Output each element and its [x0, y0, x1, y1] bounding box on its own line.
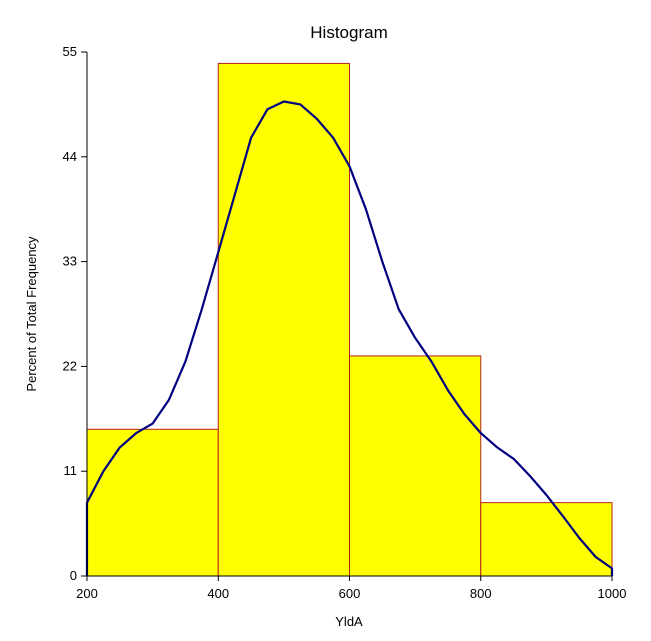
y-tick-label-11: 11	[64, 463, 78, 478]
chart-title: Histogram	[310, 23, 387, 42]
bars-layer	[86, 62, 613, 577]
x-axis-title: YldA	[335, 614, 363, 629]
curve-layer	[85, 100, 614, 576]
x-tick-label-600: 600	[339, 586, 361, 601]
x-tick-label-200: 200	[76, 586, 98, 601]
histogram-bar-3	[349, 355, 482, 577]
x-tick-label-400: 400	[207, 586, 229, 601]
histogram-bar-4	[480, 502, 613, 577]
y-tick-label-22: 22	[63, 358, 77, 373]
y-axis-title: Percent of Total Frequency	[24, 236, 39, 392]
histogram-bar-2	[217, 62, 350, 577]
y-tick-label-0: 0	[70, 568, 77, 583]
axes-layer: 0 11 22 33 44 55 200 400 600 800 1000	[63, 44, 627, 601]
density-curve	[85, 100, 614, 576]
x-tick-label-800: 800	[470, 586, 492, 601]
y-tick-label-33: 33	[63, 254, 77, 269]
histogram-bar-1	[86, 428, 219, 577]
y-tick-label-55: 55	[63, 44, 77, 59]
x-tick-label-1000: 1000	[598, 586, 627, 601]
y-tick-label-44: 44	[63, 149, 77, 164]
